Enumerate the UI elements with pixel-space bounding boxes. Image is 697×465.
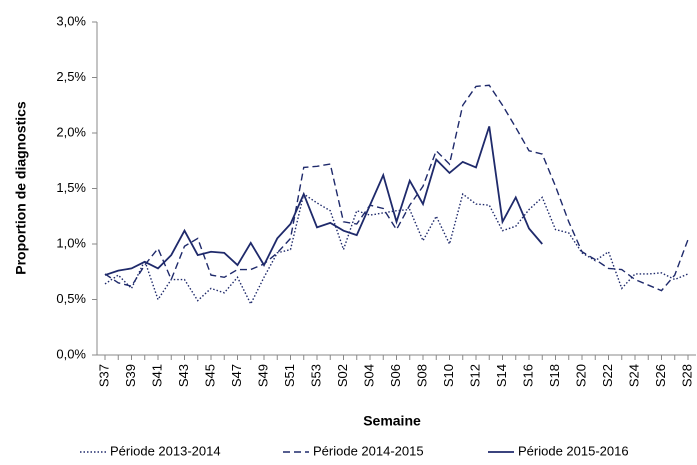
legend-label: Période 2013-2014 bbox=[110, 443, 221, 458]
series-line bbox=[104, 192, 689, 306]
y-tick-label: 1,5% bbox=[56, 180, 86, 195]
x-tick-label: S53 bbox=[308, 364, 323, 387]
x-tick-label: S18 bbox=[547, 364, 562, 387]
x-tick-label: S08 bbox=[414, 364, 429, 387]
y-tick-label: 2,0% bbox=[56, 124, 86, 139]
y-tick-label: 0,0% bbox=[56, 346, 86, 361]
x-tick-label: S37 bbox=[96, 364, 111, 387]
x-tick-label: S39 bbox=[123, 364, 138, 387]
y-tick-label: 0,5% bbox=[56, 291, 86, 306]
y-tick-label: 1,0% bbox=[56, 235, 86, 250]
x-tick-label: S51 bbox=[282, 364, 297, 387]
y-tick-label: 3,0% bbox=[56, 13, 86, 28]
y-axis-label: Proportion de diagnostics bbox=[13, 101, 29, 275]
x-tick-label: S47 bbox=[229, 364, 244, 387]
x-tick-label: S43 bbox=[176, 364, 191, 387]
x-tick-label: S28 bbox=[679, 364, 694, 387]
x-tick-label: S45 bbox=[202, 364, 217, 387]
x-tick-label: S24 bbox=[626, 364, 641, 387]
y-tick-label: 2,5% bbox=[56, 69, 86, 84]
x-tick-label: S49 bbox=[255, 364, 270, 387]
x-tick-label: S12 bbox=[467, 364, 482, 387]
x-tick-label: S02 bbox=[335, 364, 350, 387]
x-tick-label: S04 bbox=[361, 364, 376, 387]
x-tick-label: S22 bbox=[600, 364, 615, 387]
x-axis-label: Semaine bbox=[363, 413, 421, 429]
legend-label: Période 2015-2016 bbox=[518, 443, 629, 458]
x-tick-label: S10 bbox=[441, 364, 456, 387]
x-tick-label: S14 bbox=[494, 364, 509, 387]
x-tick-label: S16 bbox=[520, 364, 535, 387]
x-tick-label: S20 bbox=[573, 364, 588, 387]
legend-label: Période 2014-2015 bbox=[313, 443, 424, 458]
series-line bbox=[104, 84, 689, 292]
x-tick-label: S41 bbox=[149, 364, 164, 387]
series-line bbox=[104, 126, 543, 276]
x-tick-label: S06 bbox=[388, 364, 403, 387]
x-tick-label: S26 bbox=[653, 364, 668, 387]
